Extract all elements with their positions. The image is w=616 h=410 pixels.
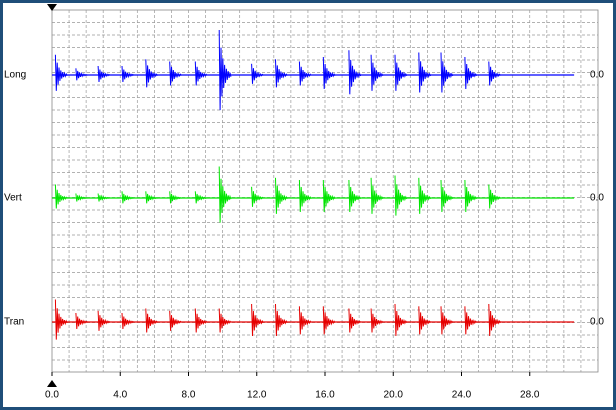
x-tick-label: 20.0	[384, 390, 404, 401]
x-tick-label: 24.0	[452, 390, 472, 401]
channel-label: Vert	[4, 193, 22, 204]
burst	[145, 59, 158, 88]
burst	[488, 184, 501, 209]
burst	[275, 303, 288, 337]
burst	[440, 52, 454, 93]
x-tick-label: 12.0	[247, 390, 267, 401]
burst	[394, 54, 408, 91]
burst	[169, 310, 182, 331]
burst	[322, 56, 336, 90]
top-marker	[47, 4, 57, 11]
baseline-label: 0.0	[590, 317, 604, 328]
burst	[54, 54, 68, 91]
burst	[464, 179, 478, 213]
burst	[251, 303, 264, 337]
burst	[394, 303, 408, 337]
burst	[75, 68, 88, 81]
x-tick-label: 0.0	[45, 390, 59, 401]
burst	[370, 54, 384, 91]
burst	[348, 308, 361, 333]
burst	[218, 29, 232, 111]
burst	[348, 179, 362, 213]
burst	[194, 308, 208, 333]
burst	[464, 56, 478, 90]
channel-label: Long	[4, 70, 26, 81]
burst	[121, 312, 135, 330]
burst	[54, 299, 68, 340]
burst	[440, 306, 454, 335]
x-tick-label: 16.0	[315, 390, 335, 401]
burst	[464, 306, 478, 335]
burst	[370, 308, 384, 333]
burst	[145, 308, 158, 333]
burst	[370, 177, 384, 214]
burst	[418, 52, 431, 93]
burst	[169, 191, 182, 204]
burst	[97, 193, 111, 202]
burst	[218, 308, 232, 333]
burst	[169, 61, 182, 86]
x-tick-label: 4.0	[113, 390, 127, 401]
baseline-label: 0.0	[590, 193, 604, 204]
burst	[418, 306, 431, 335]
burst	[121, 191, 134, 204]
burst	[275, 177, 288, 214]
burst	[440, 179, 454, 213]
burst	[75, 193, 88, 202]
bottom-marker	[47, 380, 57, 387]
burst	[298, 61, 312, 86]
burst	[298, 179, 312, 213]
burst	[322, 179, 336, 213]
burst	[194, 191, 208, 204]
burst	[194, 61, 208, 86]
burst	[75, 312, 88, 330]
burst	[97, 310, 111, 331]
burst	[298, 306, 312, 335]
burst	[121, 65, 135, 83]
burst	[418, 177, 431, 214]
burst	[488, 303, 501, 337]
burst	[54, 184, 68, 209]
x-tick-label: 8.0	[182, 390, 196, 401]
x-tick-label: 28.0	[520, 390, 540, 401]
burst	[251, 186, 264, 207]
burst	[145, 191, 158, 204]
burst	[348, 50, 362, 95]
baseline-label: 0.0	[590, 70, 604, 81]
burst	[275, 59, 288, 88]
burst	[322, 306, 336, 335]
burst	[97, 65, 111, 83]
burst	[394, 175, 408, 216]
burst	[251, 63, 264, 84]
burst	[218, 166, 232, 223]
channel-label: Tran	[4, 317, 24, 328]
burst	[488, 61, 501, 86]
